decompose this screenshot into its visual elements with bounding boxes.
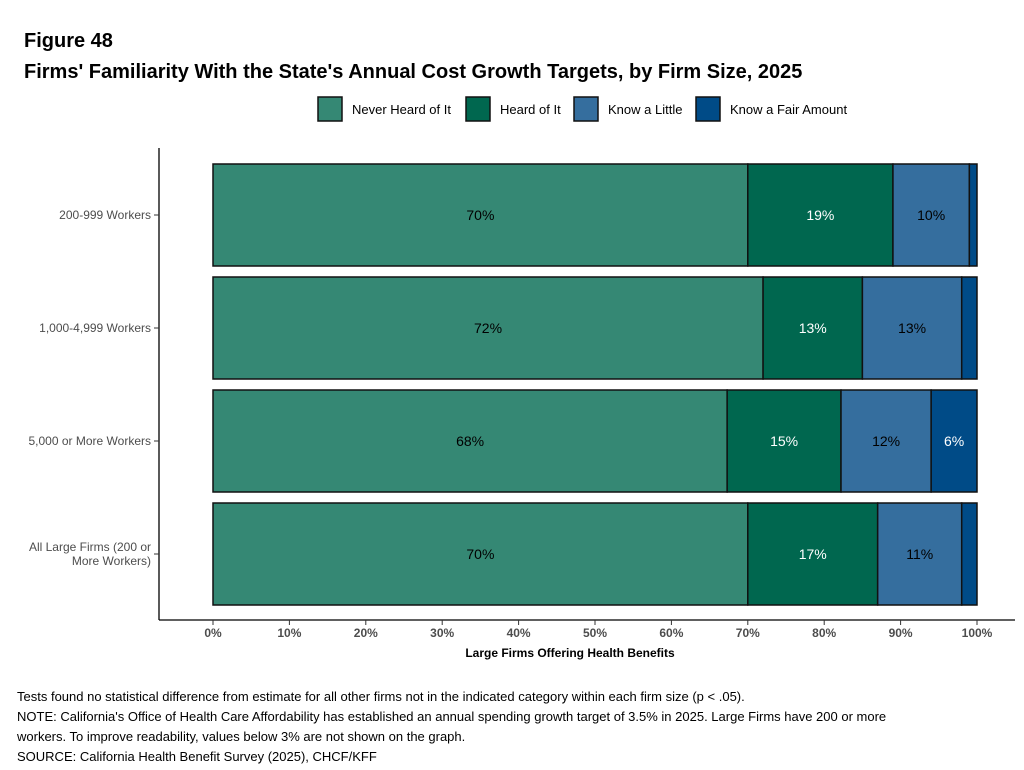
x-tick-label: 10% [277,626,301,640]
figure-label: Figure 48 [24,30,113,52]
x-axis-title: Large Firms Offering Health Benefits [465,646,675,660]
legend-swatch [317,96,343,122]
legend-swatch [573,96,599,122]
bar-segment [212,163,749,267]
x-tick-label: 20% [354,626,378,640]
data-label: 70% [466,207,494,223]
bar-segment [726,389,842,493]
note-significance: Tests found no statistical difference fr… [17,689,745,704]
bar-segment [212,276,764,380]
data-label: 17% [799,546,827,562]
bar-segment [930,389,978,493]
legend-label: Heard of It [500,102,561,117]
data-label: 6% [944,433,964,449]
bar-segment [876,502,963,606]
legend-label: Know a Little [608,102,682,117]
data-label: 13% [898,320,926,336]
y-tick-label: 5,000 or More Workers [29,434,152,448]
bar-segment [861,276,963,380]
note-readability: workers. To improve readability, values … [17,729,466,744]
data-label: 10% [917,207,945,223]
x-tick-label: 40% [507,626,531,640]
x-tick-label: 60% [659,626,683,640]
data-label: 13% [799,320,827,336]
bar-segment [212,389,728,493]
data-label: 72% [474,320,502,336]
bar-segment [747,502,879,606]
x-tick-label: 30% [430,626,454,640]
bar-segment [960,502,978,606]
data-label: 12% [872,433,900,449]
chart: Never Heard of It Heard of It Know a Littl… [29,96,1015,660]
bar-segment [960,276,978,380]
bar-segment [968,163,978,267]
data-label: 70% [466,546,494,562]
legend-swatch [465,96,491,122]
note-source: SOURCE: California Health Benefit Survey… [17,749,377,764]
x-tick-label: 100% [962,626,993,640]
data-label: 19% [806,207,834,223]
bar-segment [747,163,894,267]
x-tick-label: 90% [889,626,913,640]
legend-swatch [695,96,721,122]
chart-title: Firms' Familiarity With the State's Annu… [24,61,803,83]
x-tick-label: 70% [736,626,760,640]
x-tick-label: 80% [812,626,836,640]
bar-segment [892,163,971,267]
x-tick-label: 0% [204,626,222,640]
note-target: NOTE: California's Office of Health Care… [17,709,887,724]
data-label: 68% [456,433,484,449]
data-label: 15% [770,433,798,449]
bar-segment [840,389,932,493]
bar-segment [762,276,864,380]
legend-label: Know a Fair Amount [730,102,847,117]
y-tick-label: All Large Firms (200 or More Workers) [29,540,151,568]
bar-segment [212,502,749,606]
x-tick-label: 50% [583,626,607,640]
legend-label: Never Heard of It [352,102,451,117]
y-tick-label: 1,000-4,999 Workers [39,321,151,335]
data-label: 11% [906,546,933,562]
y-tick-label: 200-999 Workers [59,208,151,222]
